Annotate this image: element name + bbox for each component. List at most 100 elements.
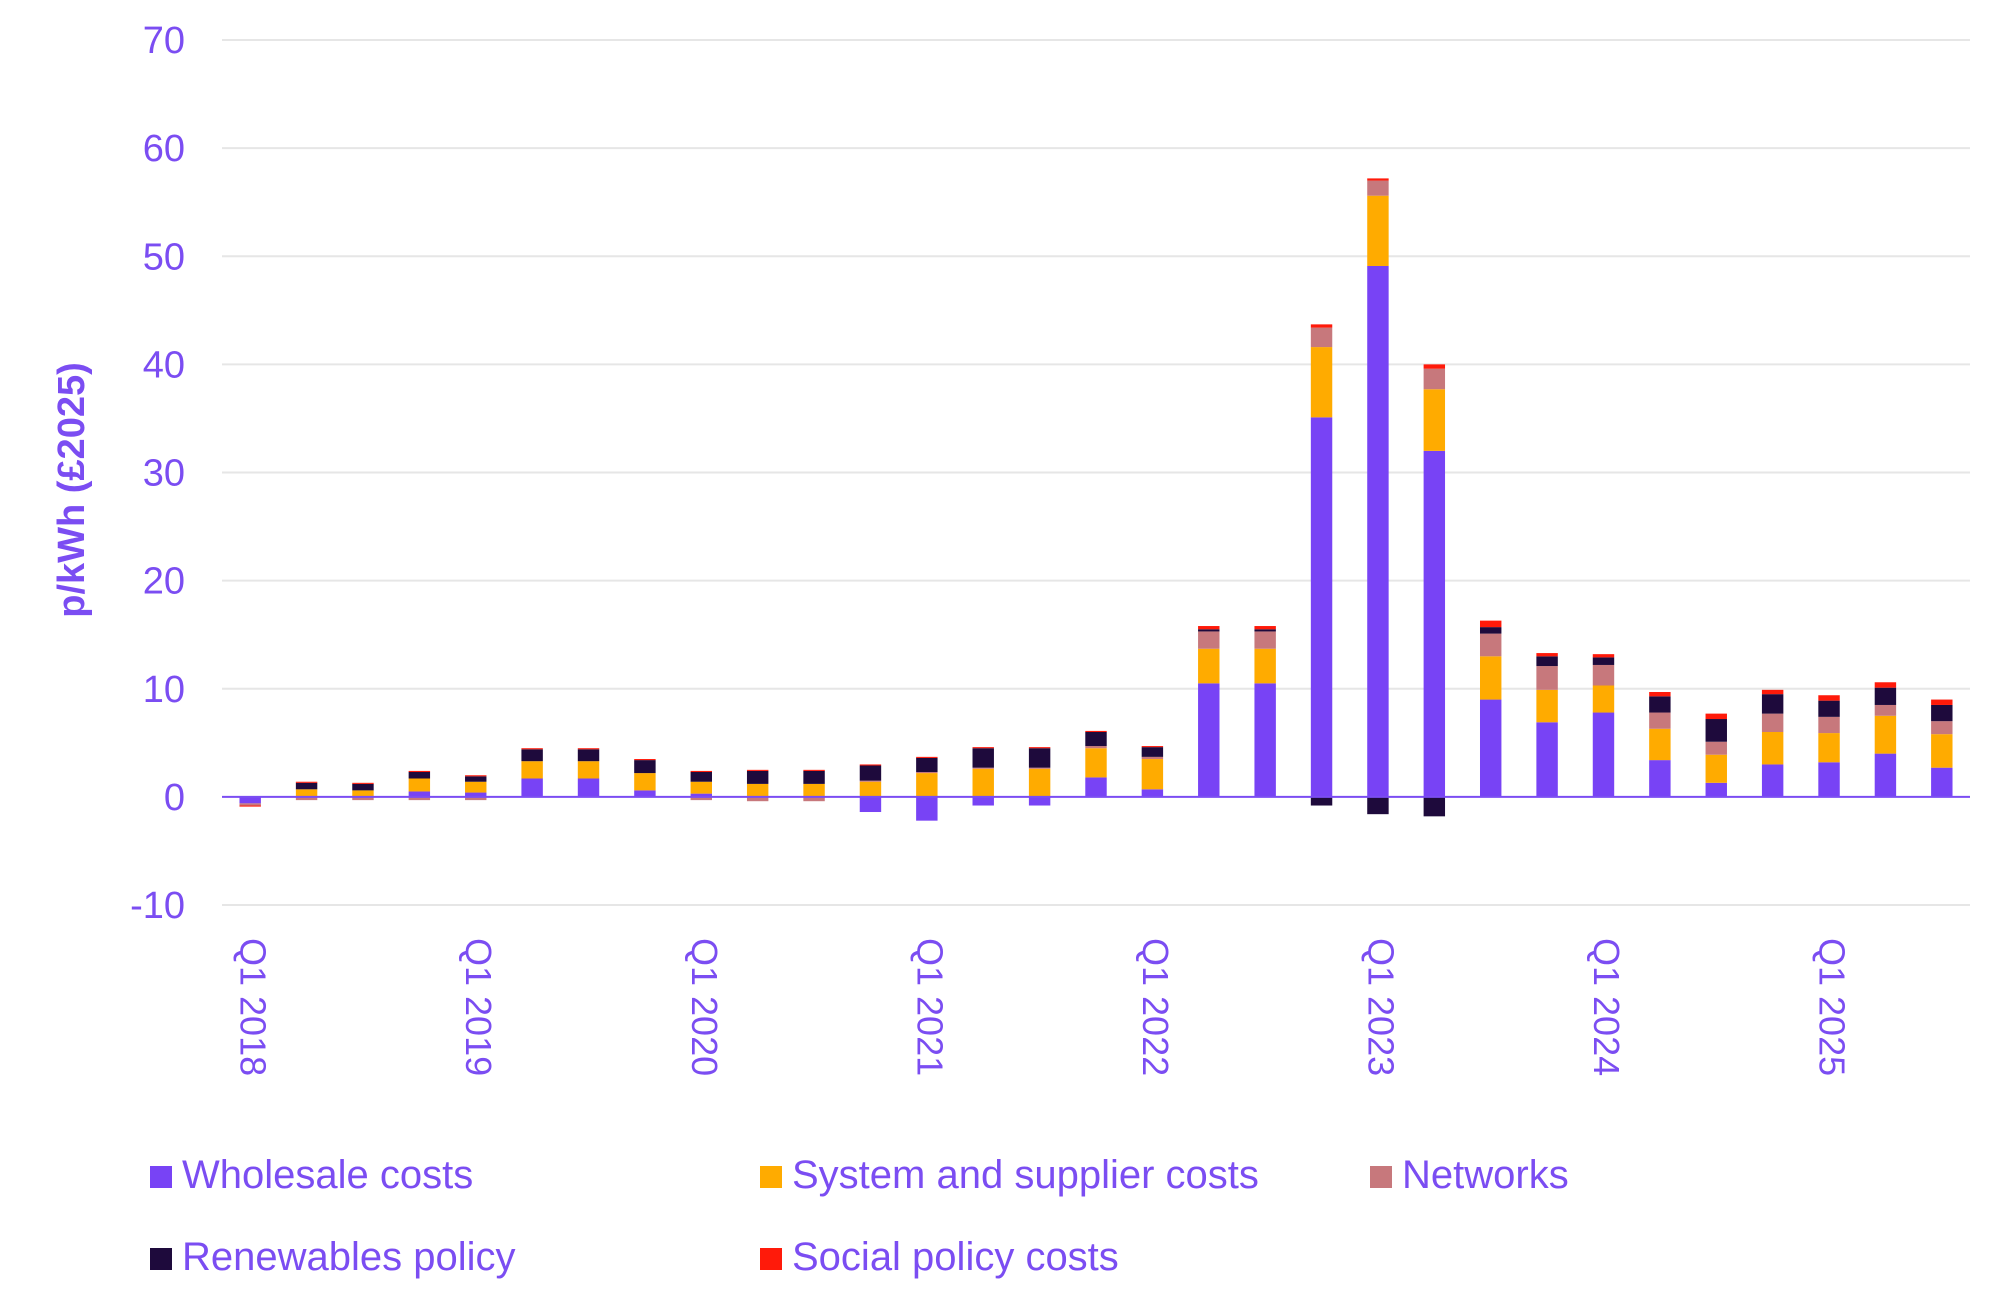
bar-segment (1310, 796, 1333, 806)
bar-segment (408, 796, 431, 801)
bar-segment (1536, 722, 1558, 797)
bar-segment (1479, 699, 1502, 797)
y-tick-label: 30 (143, 453, 185, 495)
bar-segment (1592, 712, 1615, 797)
bar-segment (746, 796, 769, 802)
bar-segment (352, 783, 374, 791)
bar-segment (1649, 760, 1671, 797)
y-tick-label: 0 (164, 777, 185, 819)
bar-segment (916, 796, 938, 821)
bar-segment (1085, 777, 1107, 797)
bar-segment (1198, 648, 1220, 684)
bar-segment (1818, 762, 1840, 797)
bar-segment (690, 772, 713, 782)
bar-segment (1592, 685, 1615, 713)
bar-segment (1367, 178, 1389, 181)
x-tick-label: Q1 2023 (1360, 938, 1401, 1076)
bar-segment (1141, 747, 1164, 757)
bar-segment (1198, 683, 1220, 797)
bar-segment (634, 790, 656, 797)
bar-segment (1085, 748, 1107, 778)
bar-segment (1705, 754, 1727, 783)
bar-segment (690, 796, 713, 801)
legend-swatch (760, 1248, 782, 1270)
bar-segment (972, 796, 994, 806)
bar-segment (1085, 732, 1107, 747)
bar-segment (1649, 691, 1671, 697)
bar-segment (1931, 704, 1953, 722)
bar-segment (1818, 716, 1840, 734)
bar-segment (295, 789, 318, 797)
bar-segment (634, 759, 656, 761)
y-axis-ticks: -10 0 10 20 30 40 50 60 70 (130, 20, 185, 927)
legend-swatch (760, 1166, 782, 1188)
y-axis-title: p/kWh (£2025) (51, 362, 93, 618)
bar-segment (577, 778, 600, 797)
bar-segment (634, 760, 656, 774)
bar-segment (1310, 347, 1333, 418)
bar-segment (916, 756, 938, 758)
x-tick-label: Q1 2019 (458, 938, 499, 1076)
bar-segment (295, 781, 318, 783)
bar-segment (1649, 728, 1671, 761)
bar-segment (1198, 626, 1220, 630)
bar-segment (1367, 265, 1389, 797)
bar-segment (1479, 620, 1502, 628)
bar-segment (690, 781, 713, 794)
bar-segment (746, 769, 769, 771)
bar-segment (577, 761, 600, 779)
bar-segment (690, 793, 713, 797)
y-tick-label: -10 (130, 885, 185, 927)
x-tick-label: Q1 2024 (1586, 938, 1627, 1076)
y-tick-label: 50 (143, 236, 185, 278)
legend-label: Networks (1402, 1153, 1569, 1197)
bar-segment (1592, 664, 1615, 686)
bar-segment (1479, 656, 1502, 700)
bar-segment (1254, 626, 1276, 630)
x-tick-label: Q1 2021 (909, 938, 950, 1076)
bar-segment (1141, 759, 1164, 790)
legend-label: Social policy costs (792, 1235, 1119, 1279)
y-tick-label: 10 (143, 669, 185, 711)
bar-segment (521, 761, 543, 779)
bar-segment (521, 778, 543, 797)
bar-segment (1931, 734, 1953, 768)
bar-segment (1028, 796, 1051, 806)
bar-segment (1761, 713, 1784, 732)
legend-swatch (150, 1166, 172, 1188)
bar-segment (1028, 768, 1051, 797)
bar-segment (352, 782, 374, 784)
bar-segment (1818, 695, 1840, 701)
bar-segment (1423, 796, 1446, 817)
bar-segment (1874, 704, 1897, 716)
bar-segment (916, 772, 938, 774)
bar-segment (1536, 656, 1558, 667)
bar-segment (916, 773, 938, 797)
bar-segment (803, 783, 825, 797)
bar-segment (465, 781, 487, 793)
bar-segment (465, 775, 487, 777)
bar-segment (465, 776, 487, 782)
bar-segment (521, 748, 543, 750)
bar-segment (803, 769, 825, 771)
y-tick-label: 70 (143, 20, 185, 62)
bar-segment (465, 792, 487, 797)
bar-segment (239, 805, 261, 807)
bar-segment (634, 773, 656, 791)
bar-segment (1705, 713, 1727, 720)
bar-segment (1874, 682, 1897, 688)
bar-segment (408, 778, 431, 792)
bar-segment (1818, 700, 1840, 717)
bar-segment (577, 749, 600, 762)
legend: Wholesale costs System and supplier costs… (150, 1153, 1569, 1279)
bar-segment (1085, 730, 1107, 732)
bar-segment (972, 747, 994, 749)
bar-segment (1254, 648, 1276, 684)
x-axis-ticks: Q1 2018 Q1 2019 Q1 2020 Q1 2021 Q1 2022 Q1 20… (233, 938, 1853, 1076)
bar-segment (859, 765, 882, 781)
bar-segment (1931, 767, 1953, 797)
bar-segment (1254, 629, 1276, 632)
y-tick-label: 60 (143, 128, 185, 170)
legend-label: Renewables policy (182, 1235, 516, 1279)
